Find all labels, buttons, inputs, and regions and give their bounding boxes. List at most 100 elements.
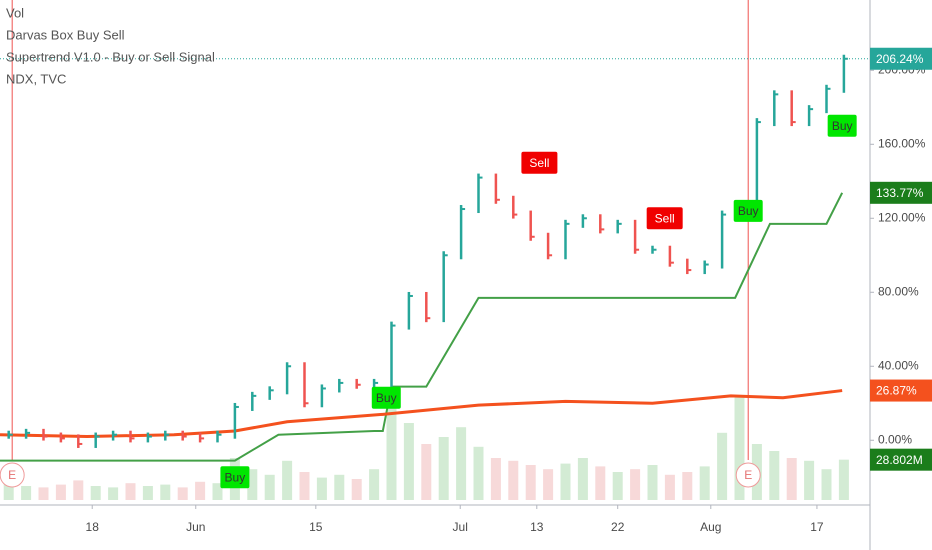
volume-bar [560,463,571,500]
volume-bar [369,469,380,500]
price-bar [599,214,605,234]
x-tick-label: Jul [453,520,468,534]
earnings-label: E [744,468,752,482]
price-bar [181,430,187,441]
price-layer [7,54,848,448]
legend-entry: Darvas Box Buy Sell [6,27,125,42]
volume-bar [247,469,258,500]
signal-box [371,386,401,409]
price-bar [303,362,309,408]
volume-bar [108,487,119,500]
volume-bar [717,432,728,500]
price-bar [651,245,657,254]
volume-bar [38,487,49,500]
volume-bar [264,474,275,500]
last-value-tag [870,181,932,204]
volume-bar [543,469,554,500]
price-bar [129,430,135,443]
volume-bar [804,460,815,500]
volume-bar [3,483,14,500]
volume-bar [456,427,467,500]
volume-bar [786,458,797,500]
price-bar [442,251,448,323]
volume-bar [595,466,606,500]
x-tick-label: 13 [530,520,544,534]
supertrend-line [0,192,844,462]
volume-bar [160,484,171,500]
price-bar [494,173,500,204]
price-bar [111,430,118,441]
price-bar [790,90,796,127]
signal-label: Buy [832,119,853,133]
price-bar [94,432,100,448]
price-bar [59,432,65,443]
volume-bar [699,466,710,500]
price-bar [7,430,13,439]
volume-bar [769,451,780,500]
volume-bar [838,459,849,500]
price-bar [564,219,570,260]
price-bar [755,118,761,214]
earnings-label: E [8,468,16,482]
x-tick-label: Aug [700,520,721,534]
volume-bar [177,487,188,500]
last-value-tag [870,47,932,70]
volume-bar [577,458,588,500]
x-tick-label: 17 [810,520,824,534]
price-bar [198,432,205,443]
price-bar [390,321,396,387]
y-tick-label: 80.00% [878,284,919,298]
x-tick-label: 22 [611,520,625,534]
volume-bar [682,472,693,500]
signal-label: Buy [738,204,759,218]
price-bar [216,430,222,443]
volume-bar [664,474,675,500]
lines-layer [0,58,870,462]
y-tick-label: 40.00% [878,358,919,372]
x-tick-label: 15 [309,520,323,534]
price-bar [251,391,257,411]
volume-bar [386,402,397,500]
volume-bar [473,446,484,500]
legend-entry: Supertrend V1.0 - Buy or Sell Signal [6,49,215,64]
volume-bar [421,444,432,500]
y-tick-label: 120.00% [878,210,926,224]
volume-bar [647,465,658,500]
volume-bar [438,437,449,500]
signal-label: Sell [655,211,675,225]
comparison-line [0,389,843,439]
legend-entry: Vol [6,5,24,20]
signal-box [733,199,763,222]
earnings-marker [0,462,25,488]
last-value-tag [870,448,932,471]
volume-bar [90,486,101,500]
price-bar [773,90,779,127]
volume-bar [630,469,641,500]
signal-box [220,466,250,489]
price-bar [825,84,831,114]
signal-label: Sell [529,156,549,170]
last-value-label: 26.87% [876,384,917,398]
price-bar [146,432,152,443]
last-value-label: 28.802M [876,453,923,467]
legend-entry: NDX, TVC [6,71,66,86]
price-bar [285,362,292,395]
volume-bar [403,423,414,500]
last-value-label: 206.24% [876,52,924,66]
price-bar [459,205,466,260]
price-bar [581,214,587,228]
price-bar [807,105,814,127]
axes-layer: 0.00%40.00%80.00%120.00%160.00%200.00%18… [86,47,932,534]
volume-bar [299,472,310,500]
price-bar [77,434,83,448]
price-bar [42,428,48,441]
volume-bar [351,479,362,500]
volume-bar [821,469,832,500]
price-bar [164,430,170,441]
x-tick-label: Jun [186,520,205,534]
volume-bar [195,481,206,500]
price-bar [268,386,274,400]
volume-layer [3,395,849,500]
legend: Vol Darvas Box Buy Sell Supertrend V1.0 … [6,5,215,86]
